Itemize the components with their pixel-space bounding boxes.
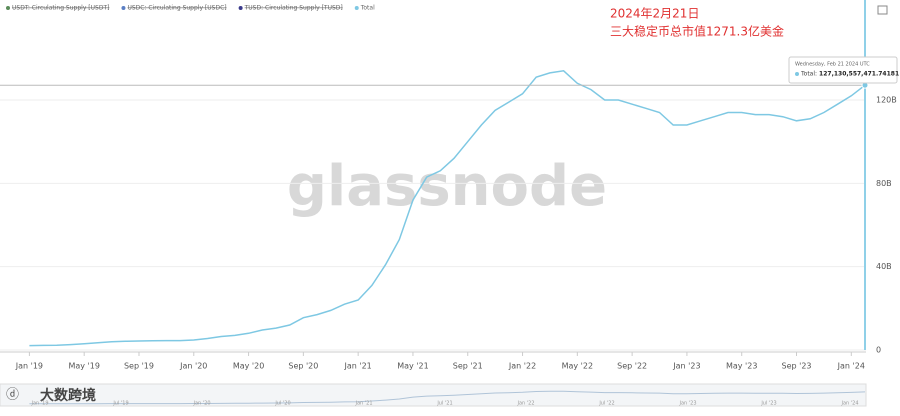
legend-marker[interactable] [354,6,359,10]
x-tick-label: Sep '22 [617,362,647,371]
navigator-label: Jul '20 [274,401,290,407]
legend-label[interactable]: TUSD: Circulating Supply [TUSD] [244,5,343,12]
navigator-label: Jul '19 [112,401,128,407]
x-tick-label: Sep '19 [124,362,154,371]
legend-label[interactable]: USDC: Circulating Supply [USDC] [127,5,226,12]
legend-label[interactable]: USDT: Circulating Supply [USDT] [12,5,109,12]
x-tick-label: Jan '21 [344,362,372,371]
tooltip-date: Wednesday, Feb 21 2024 UTC [795,62,870,68]
x-tick-label: Jan '24 [837,362,865,371]
x-tick-label: May '21 [397,362,428,371]
x-tick-label: Sep '20 [288,362,318,371]
navigator-label: Jan '24 [840,401,858,407]
x-tick-label: May '22 [562,362,593,371]
line [29,70,866,347]
annotation-line: 2024年2月21日 [610,7,699,21]
navigator-label: Jan '21 [354,401,372,407]
navigator-line [29,390,866,405]
y-tick-label: 0 [876,346,881,355]
navigator-label: Jan '23 [678,401,696,407]
x-tick-label: May '20 [233,362,264,371]
legend-marker[interactable] [238,6,243,10]
x-tick-label: Jan '22 [508,362,536,371]
legend-marker[interactable] [121,6,126,10]
y-tick-label: 40B [876,262,892,271]
tooltip-value: 127,130,557,471.74181 [819,71,899,78]
x-tick-label: May '23 [726,362,757,371]
brand: 大数跨境 [40,387,96,404]
navigator-label: Jan '19 [30,401,48,407]
tooltip-marker [795,72,799,76]
brand-logo: ⓓ [6,388,19,403]
x-tick-label: Sep '23 [782,362,812,371]
y-tick-label: 120B [876,96,897,105]
x-tick-label: May '19 [68,362,99,371]
navigator-label: Jul '23 [760,401,776,407]
navigator-label: Jul '22 [598,401,614,407]
x-tick-label: Jan '20 [179,362,207,371]
y-tick-label: 80B [876,179,892,188]
navigator-label: Jan '20 [192,401,210,407]
navigator-label: Jul '21 [436,401,452,407]
camera-icon[interactable] [877,5,888,15]
x-tick-label: Sep '21 [453,362,483,371]
x-tick-label: Jan '19 [15,362,43,371]
tooltip [788,56,898,84]
legend-marker[interactable] [6,6,10,10]
navigator[interactable] [0,383,867,407]
navigator-label: Jan '22 [516,401,534,407]
tooltip-label: Total: [800,71,817,78]
annotation-line: 三大稳定币总市值1271.3亿美金 [610,24,784,39]
legend-label[interactable]: Total [360,5,375,12]
x-tick-label: Jan '23 [672,362,700,371]
